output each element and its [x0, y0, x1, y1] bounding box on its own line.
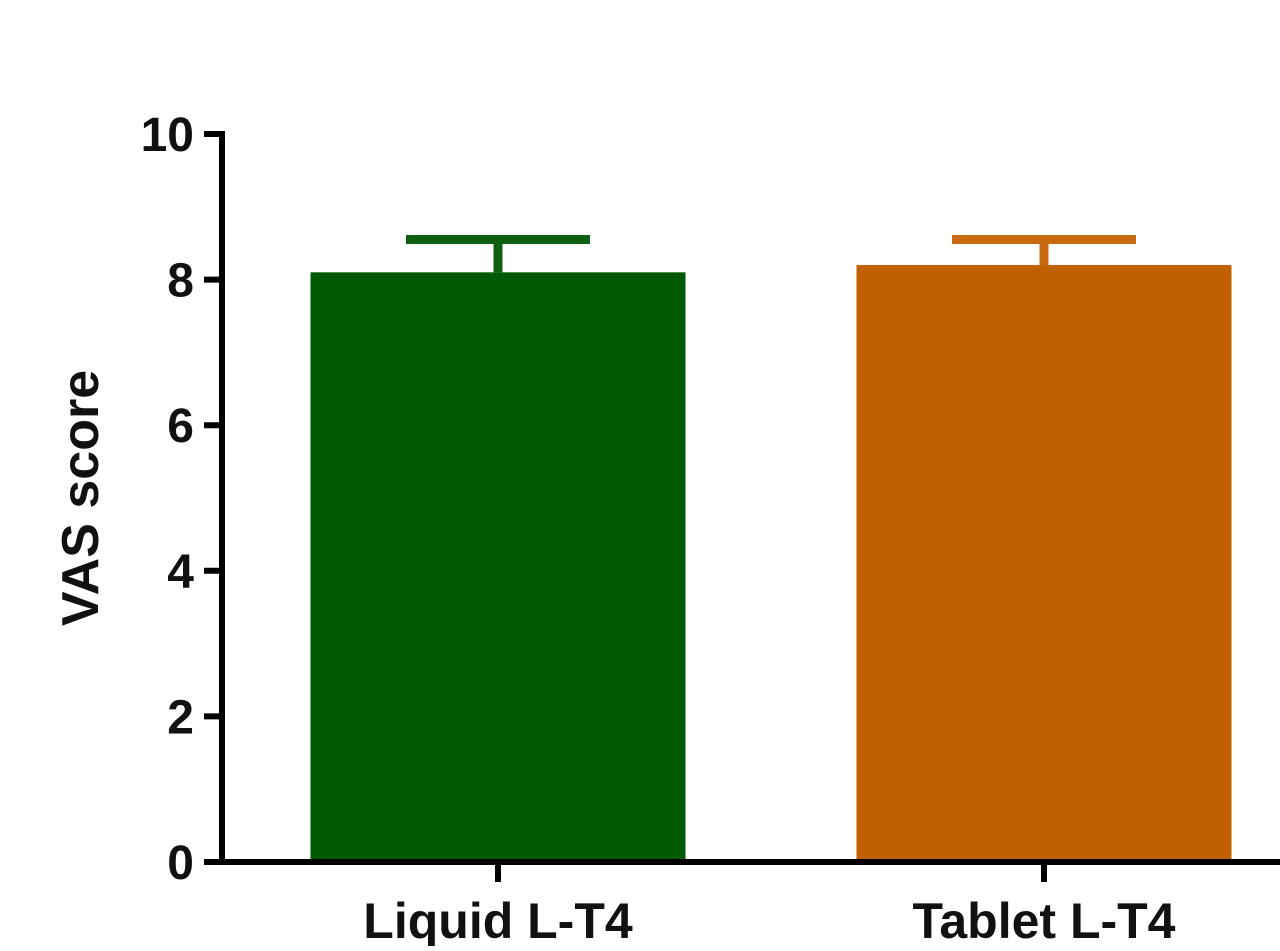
- bar-2: [856, 265, 1232, 862]
- x-ticks-layer: Liquid L-T4 Tablet L-T4: [363, 862, 1176, 949]
- y-axis-label: VAS score: [52, 370, 110, 626]
- y-tick-label: 6: [167, 400, 194, 453]
- x-tick-label: Liquid L-T4: [363, 893, 633, 946]
- bar-1: [310, 272, 686, 862]
- y-tick-label: 0: [167, 837, 194, 890]
- error-bars-layer: [406, 235, 1136, 273]
- axes-layer: [219, 131, 1280, 865]
- y-tick-label: 4: [167, 546, 194, 599]
- y-ticks-layer: 0 2 4 6 8 10: [141, 109, 222, 890]
- y-tick-label: 2: [167, 691, 194, 744]
- y-tick-label: 10: [141, 109, 194, 162]
- y-tick-label: 8: [167, 255, 194, 308]
- x-tick-label: Tablet L-T4: [913, 893, 1176, 946]
- bars-layer: [310, 265, 1232, 862]
